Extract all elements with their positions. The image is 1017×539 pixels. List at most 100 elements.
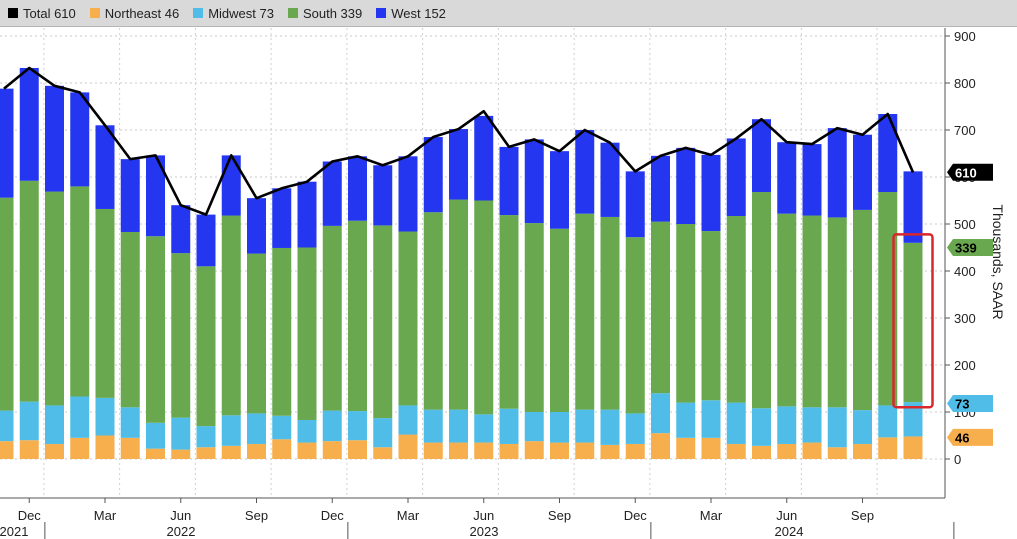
bar-west	[322, 161, 342, 226]
bar-west	[752, 119, 771, 193]
bar-west	[70, 92, 90, 187]
bar-midwest	[297, 419, 317, 443]
legend-swatch	[8, 8, 18, 18]
bar-midwest	[903, 402, 923, 437]
bar-northeast	[474, 442, 494, 459]
bar-midwest	[474, 414, 494, 443]
legend-label: Total 610	[23, 5, 76, 21]
bar-midwest	[752, 408, 771, 446]
bar-south	[423, 212, 443, 410]
bar-west	[373, 165, 393, 226]
bar-northeast	[600, 444, 620, 459]
x-tick-label: Dec	[321, 508, 345, 523]
bar-west	[575, 130, 595, 214]
legend-item: South 339	[287, 6, 362, 21]
bar-midwest	[777, 406, 797, 444]
end-label-bg	[947, 163, 993, 181]
end-label-tag: 46	[947, 428, 993, 446]
bar-west	[247, 198, 266, 254]
total-line	[3, 66, 915, 216]
bar-northeast	[777, 443, 797, 459]
x-tick-label: Sep	[851, 508, 874, 523]
bar-west	[146, 155, 165, 237]
end-label-text: 339	[955, 241, 977, 256]
year-label: 2022	[167, 524, 196, 539]
bar-midwest	[146, 422, 165, 449]
bar-west	[95, 125, 115, 209]
bar-midwest	[676, 402, 696, 438]
bar-northeast	[752, 445, 771, 459]
bar-west	[297, 181, 317, 248]
bar-west	[499, 146, 519, 216]
end-label-text: 46	[955, 430, 969, 445]
bar-northeast	[171, 449, 191, 459]
bar-northeast	[272, 439, 292, 459]
bar-midwest	[878, 405, 898, 438]
bar-midwest	[449, 409, 468, 443]
bar-west	[449, 129, 468, 200]
bar-west	[726, 138, 746, 217]
y-tick-label: 700	[954, 123, 976, 138]
bar-northeast	[95, 435, 115, 459]
bar-west	[651, 155, 670, 222]
bar-south	[600, 216, 620, 410]
x-tick-label: Jun	[473, 508, 494, 523]
bar-south	[272, 247, 292, 416]
x-tick-label: Sep	[548, 508, 571, 523]
bar-northeast	[853, 443, 872, 459]
bar-midwest	[272, 415, 292, 440]
bar-south	[575, 213, 595, 410]
bar-midwest	[221, 415, 241, 446]
bar-northeast	[45, 443, 64, 459]
bar-west	[221, 155, 241, 216]
bar-west	[196, 214, 216, 267]
bar-south	[247, 253, 266, 414]
bar-midwest	[120, 407, 140, 438]
bar-midwest	[373, 418, 393, 448]
bar-south	[853, 209, 872, 411]
y-tick-label: 500	[954, 217, 976, 232]
bar-west	[423, 137, 443, 213]
bar-midwest	[45, 405, 64, 444]
x-tick-label: Sep	[245, 508, 268, 523]
legend-label: West 152	[391, 5, 446, 21]
bar-west	[524, 139, 544, 224]
bar-northeast	[499, 443, 519, 459]
bar-south	[19, 180, 39, 402]
legend-item: Northeast 46	[89, 6, 179, 21]
bar-northeast	[120, 437, 140, 459]
bar-northeast	[398, 434, 418, 459]
bar-northeast	[676, 437, 696, 459]
bar-midwest	[499, 408, 519, 444]
bar-northeast	[373, 447, 393, 459]
bar-south	[827, 217, 847, 408]
y-tick-label: 0	[954, 452, 961, 467]
bar-midwest	[70, 396, 90, 438]
y-tick-label: 900	[954, 29, 976, 44]
end-label-text: 73	[955, 397, 969, 412]
bar-northeast	[575, 442, 595, 459]
bar-midwest	[171, 417, 191, 450]
x-tick-label: Dec	[18, 508, 42, 523]
bar-northeast	[196, 447, 216, 459]
x-tick-label: Dec	[624, 508, 648, 523]
bar-midwest	[575, 409, 595, 443]
bar-south	[120, 231, 140, 408]
bar-midwest	[625, 413, 645, 444]
end-label-bg	[947, 239, 993, 256]
highlight-box	[892, 233, 934, 409]
bar-midwest	[600, 409, 620, 445]
bar-northeast	[322, 441, 342, 459]
end-label-text: 610	[955, 165, 977, 180]
bar-south	[499, 215, 519, 409]
end-label-bg	[947, 395, 993, 413]
bar-south	[550, 228, 569, 412]
end-label-tag: 73	[947, 395, 993, 413]
bar-northeast	[297, 442, 317, 459]
bar-west	[903, 171, 923, 243]
bar-midwest	[651, 393, 670, 434]
bar-northeast	[19, 440, 39, 459]
end-label-tag: 610	[947, 163, 993, 181]
bar-west	[701, 154, 721, 232]
